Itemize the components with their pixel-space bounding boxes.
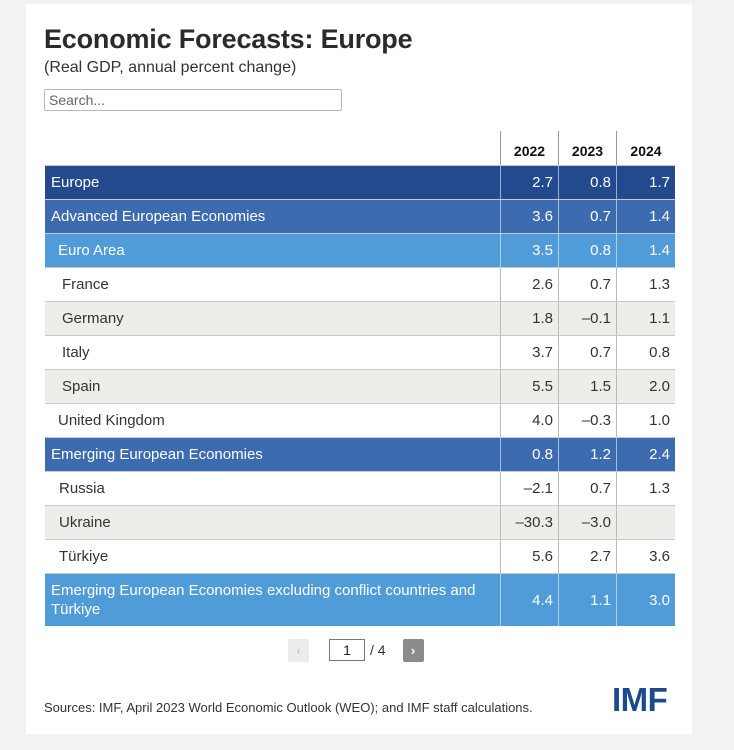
table-row: Emerging European Economies 0.8 1.2 2.4 (45, 437, 675, 471)
chevron-right-icon: › (410, 642, 416, 658)
row-value: –0.1 (558, 302, 616, 335)
row-value: 3.6 (500, 200, 558, 233)
row-value: –2.1 (500, 472, 558, 505)
row-value: 0.8 (558, 166, 616, 199)
row-value: –30.3 (500, 506, 558, 539)
row-label: France (62, 276, 109, 293)
row-value: 0.7 (558, 200, 616, 233)
page-total: / 4 (370, 642, 386, 658)
row-label: Russia (59, 480, 105, 497)
row-value: 0.8 (616, 336, 675, 369)
column-header-2024[interactable]: 2024 (616, 131, 675, 165)
imf-logo: IMF (612, 681, 668, 718)
row-value: 1.5 (558, 370, 616, 403)
chevron-left-icon: ‹ (296, 642, 301, 658)
row-value: 3.7 (500, 336, 558, 369)
row-value: 4.0 (500, 404, 558, 437)
column-header-2022[interactable]: 2022 (500, 131, 558, 165)
row-value: 4.4 (500, 574, 558, 626)
row-value: 0.7 (558, 336, 616, 369)
row-label: Ukraine (59, 514, 111, 531)
table-header: 2022 2023 2024 (45, 131, 675, 165)
row-value: –3.0 (558, 506, 616, 539)
next-page-button[interactable]: › (402, 638, 424, 662)
row-value: 1.4 (616, 234, 675, 267)
forecast-table: 2022 2023 2024 Europe 2.7 0.8 1.7 Advanc… (45, 131, 675, 626)
row-label: Europe (51, 174, 100, 191)
column-header-2023[interactable]: 2023 (558, 131, 616, 165)
row-value: 3.6 (616, 540, 675, 573)
row-value: 3.5 (500, 234, 558, 267)
row-value: 2.7 (500, 166, 558, 199)
row-value: 1.7 (616, 166, 675, 199)
table-row: Spain 5.5 1.5 2.0 (45, 369, 675, 403)
row-value: 2.6 (500, 268, 558, 301)
row-value: 1.2 (558, 438, 616, 471)
row-value: 1.3 (616, 268, 675, 301)
pagination: ‹ / 4 › (288, 638, 424, 662)
row-value: 1.4 (616, 200, 675, 233)
row-value: 1.1 (616, 302, 675, 335)
table-row: Advanced European Economies 3.6 0.7 1.4 (45, 199, 675, 233)
row-label: Euro Area (58, 242, 125, 259)
row-value: 0.7 (558, 472, 616, 505)
row-label: Emerging European Economies (51, 446, 263, 463)
row-value: 2.4 (616, 438, 675, 471)
row-value: 0.7 (558, 268, 616, 301)
row-label: Germany (62, 310, 124, 327)
page-title: Economic Forecasts: Europe (44, 24, 413, 54)
table-row: France 2.6 0.7 1.3 (45, 267, 675, 301)
table-row: Emerging European Economies excluding co… (45, 573, 675, 626)
page-subtitle: (Real GDP, annual percent change) (44, 59, 297, 76)
row-value: 3.0 (616, 574, 675, 626)
row-value (616, 506, 675, 539)
table-row: Euro Area 3.5 0.8 1.4 (45, 233, 675, 267)
table-row: Germany 1.8 –0.1 1.1 (45, 301, 675, 335)
row-value: –0.3 (558, 404, 616, 437)
table-row: Italy 3.7 0.7 0.8 (45, 335, 675, 369)
row-value: 5.5 (500, 370, 558, 403)
row-value: 0.8 (558, 234, 616, 267)
sources-note: Sources: IMF, April 2023 World Economic … (44, 700, 533, 715)
table-row: Russia –2.1 0.7 1.3 (45, 471, 675, 505)
row-value: 0.8 (500, 438, 558, 471)
row-label: Emerging European Economies excluding co… (51, 582, 476, 618)
row-value: 2.0 (616, 370, 675, 403)
row-label: Advanced European Economies (51, 208, 266, 225)
table-row: United Kingdom 4.0 –0.3 1.0 (45, 403, 675, 437)
row-label: United Kingdom (58, 412, 165, 429)
row-value: 1.8 (500, 302, 558, 335)
row-label: Italy (62, 344, 90, 361)
row-value: 1.3 (616, 472, 675, 505)
table-row: Ukraine –30.3 –3.0 (45, 505, 675, 539)
table-row: Europe 2.7 0.8 1.7 (45, 165, 675, 199)
table-row: Türkiye 5.6 2.7 3.6 (45, 539, 675, 573)
forecast-card: Economic Forecasts: Europe (Real GDP, an… (26, 4, 692, 734)
page-number-input[interactable] (329, 639, 365, 661)
row-value: 1.0 (616, 404, 675, 437)
search-input[interactable] (44, 89, 342, 111)
row-value: 5.6 (500, 540, 558, 573)
row-value: 2.7 (558, 540, 616, 573)
row-value: 1.1 (558, 574, 616, 626)
row-label: Spain (62, 378, 101, 395)
prev-page-button[interactable]: ‹ (288, 638, 309, 662)
row-label: Türkiye (59, 548, 109, 565)
